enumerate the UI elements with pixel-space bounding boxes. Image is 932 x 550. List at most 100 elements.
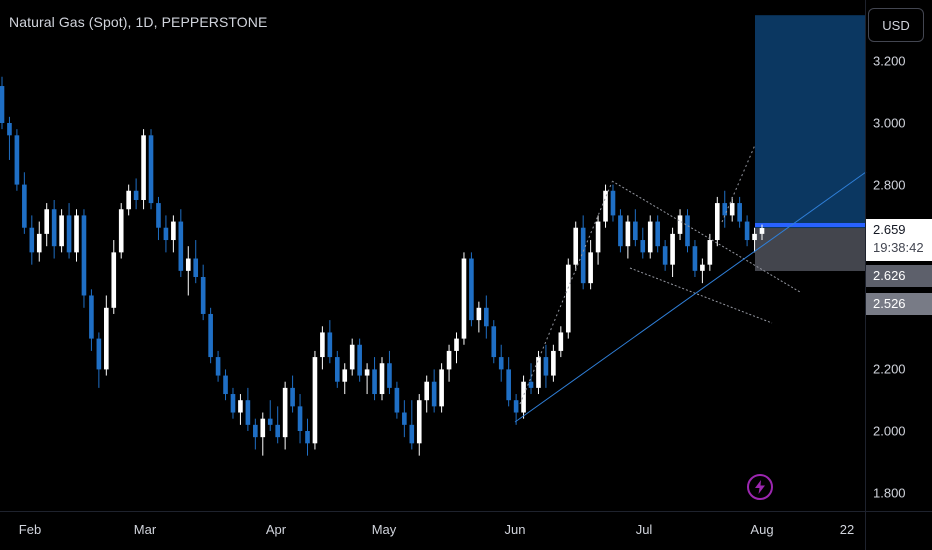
time-tick-label: Apr [265, 522, 287, 537]
position-stop-zone [755, 228, 865, 271]
candle-body [498, 357, 504, 370]
candle-body [521, 381, 526, 413]
candle-body [402, 412, 407, 425]
price-axis-separator [865, 0, 866, 550]
candle-body [394, 387, 400, 413]
candle-body [44, 209, 50, 234]
candle-body [334, 357, 340, 382]
trendline [514, 171, 867, 423]
candle-body [565, 264, 571, 333]
time-tick-label: May [371, 522, 397, 537]
candle-body [416, 400, 422, 444]
time-tick-label: Jul [635, 522, 653, 537]
level-value-2: 2.526 [873, 296, 906, 311]
candle-body [327, 332, 333, 358]
candle-body [513, 400, 519, 413]
candle-body [193, 258, 199, 277]
candle-body [185, 258, 191, 271]
candle-body [215, 357, 221, 376]
candle-body [156, 203, 161, 228]
price-tick-label: 2.800 [873, 177, 906, 193]
price-tick-label: 3.200 [873, 53, 906, 69]
candle-body [260, 418, 266, 438]
candle-body [305, 431, 310, 444]
candle-body [51, 209, 57, 247]
candle-body [662, 246, 668, 265]
price-tick-label: 2.200 [873, 361, 906, 377]
candle-body [580, 227, 586, 284]
candle-body [543, 357, 549, 376]
candle-body [171, 221, 176, 241]
candle-body [737, 203, 742, 222]
current-price-value: 2.659 [873, 222, 906, 237]
candle-body [118, 209, 124, 253]
candle-body [655, 221, 660, 247]
candle-body [141, 135, 146, 200]
current-price-label: 2.659 19:38:42 [866, 219, 932, 261]
candle-body [484, 307, 489, 327]
price-tick-label: 3.000 [873, 115, 906, 131]
candle-body [14, 135, 20, 185]
candle-body [36, 233, 42, 253]
candle-body [29, 227, 35, 253]
candle-body [454, 338, 459, 351]
time-tick-label: Jun [504, 522, 526, 537]
candle-body [282, 387, 288, 438]
candle-body [573, 227, 579, 265]
candle-body [759, 228, 765, 234]
level-label-2: 2.526 [866, 293, 932, 315]
candle-body [104, 307, 109, 370]
channel-upper-line [611, 180, 801, 293]
candle-body [640, 240, 646, 253]
candle-body [66, 215, 72, 253]
currency-button[interactable]: USD [868, 8, 924, 42]
candle-body [297, 406, 303, 431]
time-axis-separator [0, 511, 932, 512]
candle-body [208, 313, 213, 358]
candle-body [618, 215, 623, 247]
lightning-bolt-icon[interactable] [747, 474, 773, 500]
candle-body [342, 369, 348, 382]
candle-body [714, 203, 720, 241]
candle-body [700, 264, 705, 271]
candle-body [670, 233, 675, 265]
candle-body [752, 233, 757, 241]
candle-body [603, 190, 608, 222]
candle-body [685, 215, 690, 247]
candle-body [133, 190, 139, 200]
candle-body [409, 424, 415, 444]
candle-body [722, 203, 728, 216]
candle-body [89, 295, 94, 339]
impulse-leg-line [519, 181, 613, 405]
candle-body [558, 332, 564, 351]
candle-body [290, 387, 295, 407]
countdown-timer: 19:38:42 [873, 240, 924, 255]
candle-body [625, 221, 631, 247]
candle-body [424, 381, 430, 401]
candle-body [223, 375, 228, 395]
candle-body [148, 135, 154, 204]
candle-body [461, 258, 467, 339]
candle-body [126, 190, 131, 210]
candle-body [431, 381, 437, 407]
projection-leg-line [721, 144, 756, 223]
candle-body [364, 369, 370, 376]
candle-body [551, 350, 556, 376]
candle-body [0, 86, 5, 123]
candle-body [245, 400, 251, 425]
candle-body [178, 221, 184, 271]
level-label-1: 2.626 [866, 265, 932, 287]
candle-body [379, 363, 385, 395]
candle-body [476, 307, 482, 321]
candle-body [677, 215, 683, 234]
candle-body [357, 344, 362, 376]
candle-body [312, 357, 318, 444]
candle-body [610, 190, 616, 216]
candle-body [469, 258, 474, 321]
candle-body [647, 221, 653, 253]
candle-body [320, 332, 325, 358]
candle-body [7, 123, 12, 136]
candle-body [275, 424, 280, 438]
candle-body [111, 252, 117, 308]
